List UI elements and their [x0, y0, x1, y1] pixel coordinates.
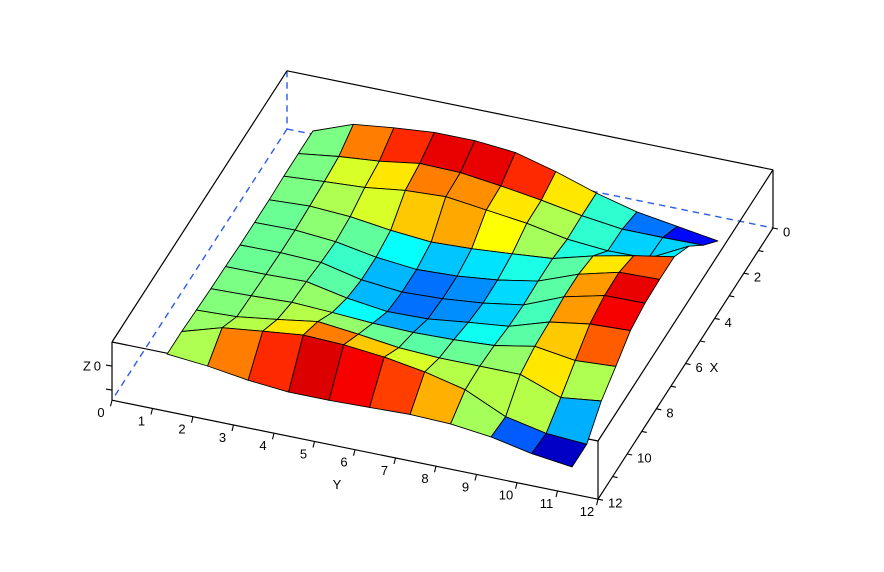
x-tick-label: 2 — [754, 270, 761, 285]
y-axis-title: Y — [333, 477, 342, 492]
x-tick-label: 8 — [666, 405, 673, 420]
x-tick — [685, 363, 691, 366]
y-tick-label: 9 — [462, 479, 469, 494]
y-tick — [393, 457, 397, 465]
y-tick — [150, 408, 154, 415]
y-tick-label: 12 — [580, 504, 594, 519]
x-tick — [627, 453, 633, 456]
x-tick — [641, 430, 647, 433]
x-tick — [597, 498, 604, 501]
x-tick-label: 6 — [696, 360, 703, 375]
axis-ticks — [105, 227, 779, 506]
y-tick — [271, 433, 275, 440]
y-tick-label: 10 — [499, 488, 513, 503]
y-tick — [231, 424, 235, 432]
y-tick-label: 1 — [138, 413, 145, 428]
x-tick-label: 4 — [725, 315, 732, 330]
z-axis-title: Z — [83, 359, 91, 374]
y-tick — [595, 499, 599, 506]
x-tick-label: 0 — [783, 225, 790, 240]
y-tick — [474, 474, 478, 481]
z-tick — [105, 364, 113, 367]
x-tick — [670, 385, 677, 388]
y-tick — [190, 416, 194, 423]
z-tick — [105, 388, 113, 391]
surface-mesh — [166, 123, 719, 468]
hidden-edge-bottom-left — [111, 128, 288, 401]
x-tick — [772, 227, 779, 230]
x-tick — [758, 250, 764, 253]
y-tick — [433, 466, 437, 473]
surface-cell — [531, 432, 588, 468]
y-tick-label: 3 — [219, 430, 226, 445]
x-tick — [714, 317, 720, 320]
x-tick — [729, 295, 735, 298]
y-tick — [109, 400, 113, 407]
box-top-back-right — [286, 70, 774, 171]
x-tick — [612, 476, 618, 479]
z-tick-label: 0 — [94, 359, 101, 374]
y-tick-label: 8 — [421, 471, 428, 486]
x-tick — [743, 272, 749, 275]
y-tick-label: 4 — [259, 438, 266, 453]
box-top-front-right — [597, 169, 774, 442]
x-tick — [656, 408, 662, 411]
y-tick-label: 11 — [540, 496, 554, 511]
y-tick-label: 5 — [300, 446, 307, 461]
y-tick — [555, 490, 559, 498]
y-tick-label: 2 — [178, 422, 185, 437]
x-tick — [699, 340, 706, 343]
x-axis-title: X — [710, 360, 719, 375]
y-tick — [514, 482, 518, 489]
y-tick-label: 7 — [381, 463, 388, 478]
y-tick — [312, 441, 316, 448]
x-tick-label: 12 — [608, 496, 622, 511]
y-tick-label: 6 — [340, 455, 347, 470]
box-top-back-left — [111, 70, 288, 343]
x-tick-label: 10 — [637, 451, 651, 466]
y-tick — [352, 449, 356, 456]
y-tick-label: 0 — [97, 405, 104, 420]
